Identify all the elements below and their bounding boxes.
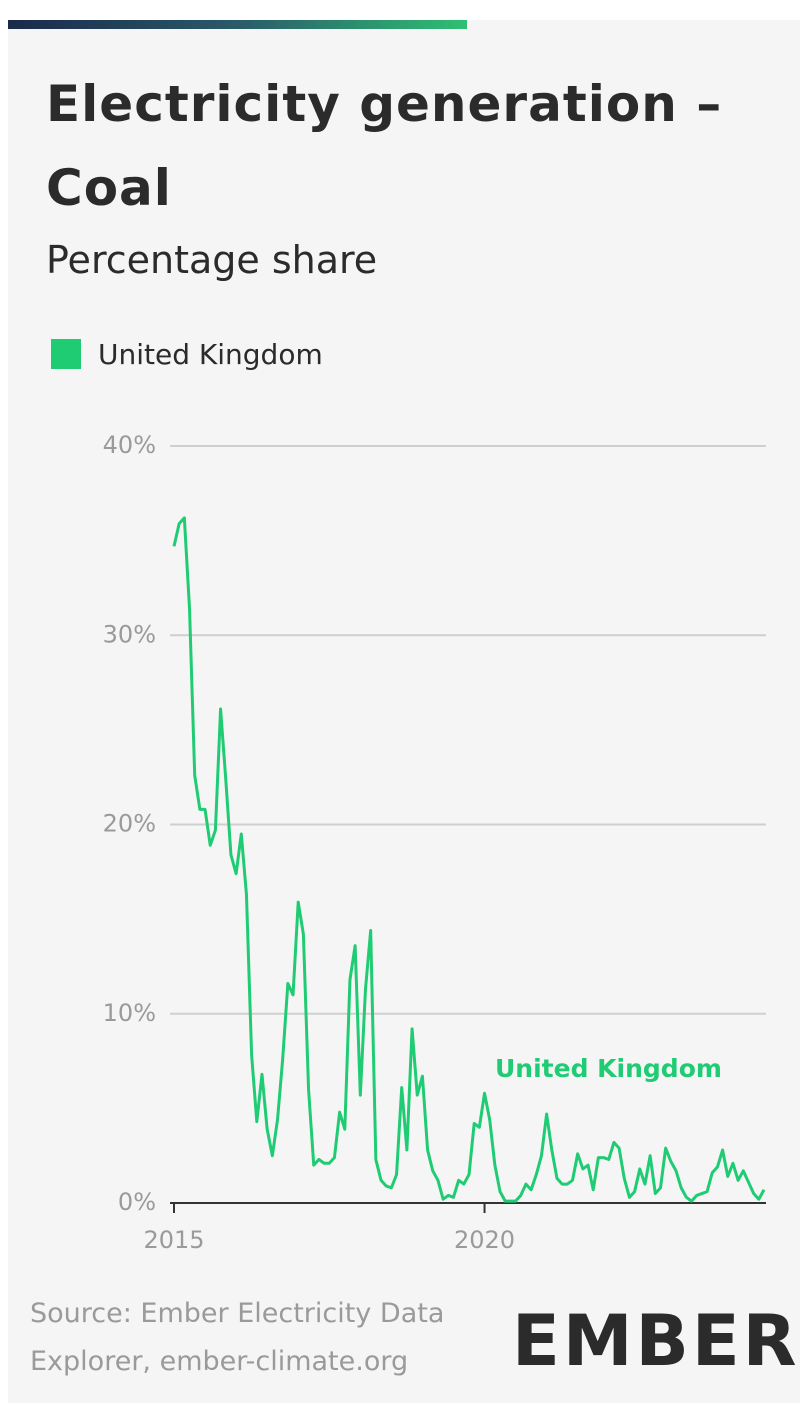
y-tick-label: 30% — [103, 620, 156, 648]
legend-swatch — [51, 339, 81, 369]
source: Source: Ember Electricity Data Explorer,… — [30, 1298, 445, 1377]
title: Electricity generation – Coal — [46, 75, 723, 217]
x-tick-label: 2020 — [454, 1226, 515, 1254]
card: Electricity generation – Coal Percentage… — [8, 20, 800, 1403]
y-tick-label: 10% — [103, 999, 156, 1027]
logo: EMBER — [512, 1300, 800, 1382]
legend-label: United Kingdom — [98, 338, 323, 371]
y-tick-label: 0% — [118, 1188, 156, 1216]
series-label: United Kingdom — [495, 1054, 722, 1083]
subtitle: Percentage share — [46, 238, 378, 282]
y-tick-label: 40% — [103, 431, 156, 459]
y-tick-label: 20% — [103, 810, 156, 838]
x-tick-label: 2015 — [143, 1226, 204, 1254]
accent-bar — [8, 20, 467, 29]
line — [172, 516, 766, 1203]
